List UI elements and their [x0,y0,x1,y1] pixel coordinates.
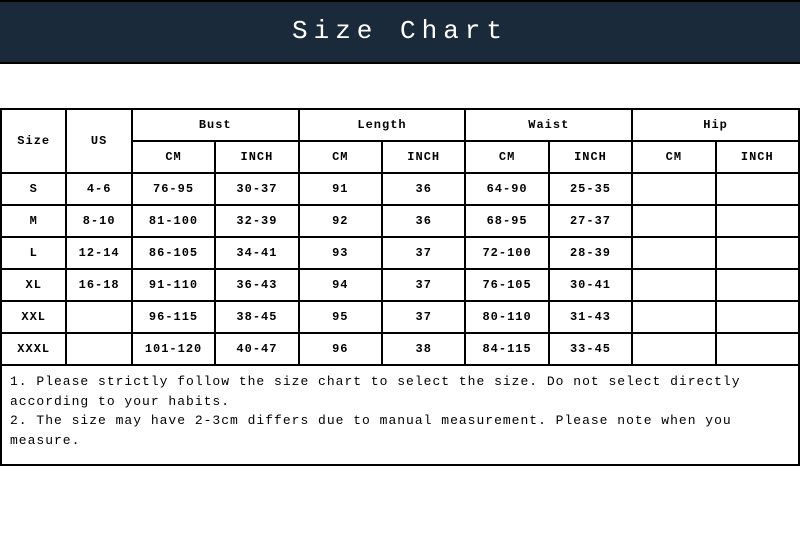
cell-hip_cm [632,269,715,301]
cell-len_cm: 93 [299,237,382,269]
col-hip: Hip [632,109,799,141]
cell-us [66,333,131,365]
unit-cell: CM [465,141,548,173]
unit-cell: INCH [215,141,298,173]
cell-hip_in [716,301,799,333]
cell-size: XXL [1,301,66,333]
cell-hip_cm [632,301,715,333]
cell-len_cm: 94 [299,269,382,301]
cell-len_in: 37 [382,237,465,269]
table-row: XL16-1891-11036-43943776-10530-41 [1,269,799,301]
cell-bust_in: 30-37 [215,173,298,205]
cell-waist_in: 27-37 [549,205,632,237]
cell-bust_cm: 81-100 [132,205,215,237]
cell-hip_in [716,205,799,237]
unit-cell: INCH [549,141,632,173]
cell-waist_cm: 84-115 [465,333,548,365]
cell-bust_in: 36-43 [215,269,298,301]
cell-bust_cm: 91-110 [132,269,215,301]
cell-len_cm: 92 [299,205,382,237]
cell-waist_in: 28-39 [549,237,632,269]
cell-bust_in: 38-45 [215,301,298,333]
note-line: 1. Please strictly follow the size chart… [10,372,790,411]
cell-size: XL [1,269,66,301]
cell-len_in: 37 [382,301,465,333]
cell-bust_cm: 96-115 [132,301,215,333]
cell-waist_in: 33-45 [549,333,632,365]
cell-hip_cm [632,237,715,269]
notes-block: 1. Please strictly follow the size chart… [0,366,800,466]
cell-us: 12-14 [66,237,131,269]
cell-us: 16-18 [66,269,131,301]
cell-waist_cm: 68-95 [465,205,548,237]
cell-hip_cm [632,205,715,237]
col-size: Size [1,109,66,173]
cell-len_cm: 96 [299,333,382,365]
unit-cell: CM [299,141,382,173]
cell-size: L [1,237,66,269]
header-title: Size Chart [0,0,800,64]
cell-hip_in [716,269,799,301]
cell-hip_cm [632,173,715,205]
cell-us [66,301,131,333]
cell-bust_in: 34-41 [215,237,298,269]
cell-hip_in [716,173,799,205]
unit-cell: CM [132,141,215,173]
cell-us: 4-6 [66,173,131,205]
col-length: Length [299,109,466,141]
unit-cell: INCH [716,141,799,173]
table-row: L12-1486-10534-41933772-10028-39 [1,237,799,269]
col-bust: Bust [132,109,299,141]
note-line: 2. The size may have 2-3cm differs due t… [10,411,790,450]
cell-bust_cm: 101-120 [132,333,215,365]
col-us: US [66,109,131,173]
cell-us: 8-10 [66,205,131,237]
cell-len_cm: 95 [299,301,382,333]
group-header-row: Size US Bust Length Waist Hip [1,109,799,141]
cell-size: M [1,205,66,237]
cell-hip_cm [632,333,715,365]
cell-hip_in [716,333,799,365]
cell-waist_cm: 80-110 [465,301,548,333]
cell-len_in: 36 [382,205,465,237]
cell-size: XXXL [1,333,66,365]
cell-len_in: 38 [382,333,465,365]
cell-bust_in: 32-39 [215,205,298,237]
size-chart-table: Size US Bust Length Waist Hip CM INCH CM… [0,108,800,366]
cell-waist_cm: 72-100 [465,237,548,269]
cell-len_in: 37 [382,269,465,301]
cell-waist_in: 25-35 [549,173,632,205]
cell-waist_in: 30-41 [549,269,632,301]
cell-len_in: 36 [382,173,465,205]
spacer [0,64,800,108]
table-row: M8-1081-10032-39923668-9527-37 [1,205,799,237]
cell-hip_in [716,237,799,269]
cell-waist_in: 31-43 [549,301,632,333]
cell-waist_cm: 76-105 [465,269,548,301]
cell-waist_cm: 64-90 [465,173,548,205]
table-row: S4-676-9530-37913664-9025-35 [1,173,799,205]
cell-bust_cm: 76-95 [132,173,215,205]
cell-size: S [1,173,66,205]
cell-bust_cm: 86-105 [132,237,215,269]
cell-bust_in: 40-47 [215,333,298,365]
table-row: XXL 96-11538-45953780-11031-43 [1,301,799,333]
table-row: XXXL 101-12040-47963884-11533-45 [1,333,799,365]
col-waist: Waist [465,109,632,141]
cell-len_cm: 91 [299,173,382,205]
unit-cell: INCH [382,141,465,173]
unit-cell: CM [632,141,715,173]
